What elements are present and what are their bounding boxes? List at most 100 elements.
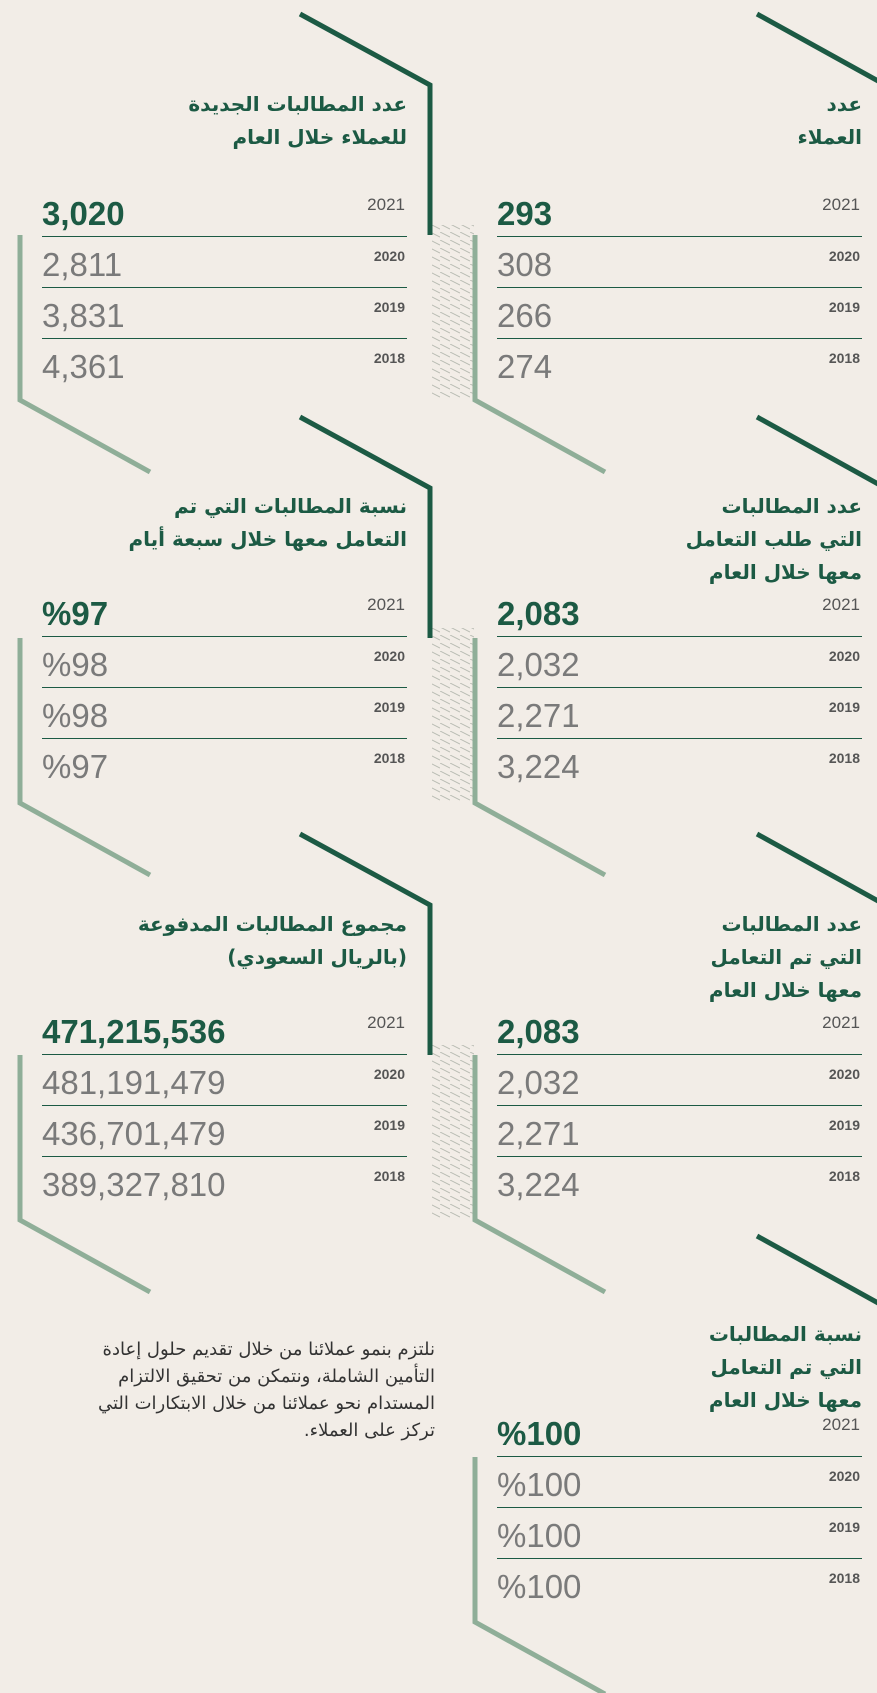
data-row: 2,083 2021 (497, 1003, 862, 1055)
data-row: 274 2018 (497, 338, 862, 389)
row-value: 293 (497, 195, 553, 232)
panel-title: عدد المطالبات التي طلب التعامل معها خلال ا… (497, 490, 862, 589)
data-row: %100 2019 (497, 1507, 862, 1559)
row-year: 2021 (367, 595, 405, 614)
row-year: 2020 (828, 1066, 860, 1082)
row-year: 2018 (373, 750, 405, 766)
title-line: مجموع المطالبات المدفوعة (137, 912, 407, 936)
row-value: %97 (42, 748, 109, 785)
light-line (472, 235, 607, 475)
row-year: 2020 (828, 248, 860, 264)
paragraph: نلتزم بنمو عملائنا من خلال تقديم حلول إع… (25, 1336, 435, 1444)
light-line (17, 235, 152, 475)
row-year: 2019 (828, 1519, 860, 1535)
dark-line (755, 11, 877, 84)
row-year: 2021 (822, 1013, 860, 1032)
row-value: 471,215,536 (42, 1013, 226, 1050)
data-row: 2,271 2019 (497, 1105, 862, 1157)
data-row: 4,361 2018 (42, 338, 407, 389)
row-value: 308 (497, 246, 553, 283)
dark-line (755, 414, 877, 487)
panel-title: نسبة المطالبات التي تم التعامل معها خلال … (42, 490, 407, 556)
row-year: 2020 (373, 248, 405, 264)
title-line: معها خلال العام (708, 978, 862, 1002)
paragraph-line: التأمين الشاملة، ونتمكن من تحقيق الالتزا… (118, 1366, 435, 1387)
row-year: 2020 (373, 648, 405, 664)
light-line (472, 1457, 607, 1693)
row-value: 2,271 (497, 1115, 580, 1152)
title-line: التي تم التعامل (710, 945, 862, 969)
data-row: 2,271 2019 (497, 687, 862, 739)
row-value: 2,083 (497, 1013, 580, 1050)
title-line: عدد المطالبات (721, 494, 863, 518)
row-value: %98 (42, 697, 109, 734)
title-line: عدد المطالبات الجديدة (188, 92, 407, 116)
paragraph-line: تركز على العملاء. (303, 1420, 435, 1441)
group-4-lines (472, 1233, 877, 1693)
title-line: التي تم التعامل (710, 1355, 862, 1379)
row-value: %100 (497, 1568, 582, 1605)
hatch (432, 1045, 474, 1220)
title-line: معها خلال العام (708, 1388, 862, 1412)
row-value: %100 (497, 1466, 582, 1503)
data-row: 3,224 2018 (497, 1156, 862, 1207)
dark-line (755, 1233, 877, 1306)
row-value: 3,224 (497, 1166, 580, 1203)
row-year: 2018 (828, 1570, 860, 1586)
dark-line (298, 831, 433, 1055)
row-value: 481,191,479 (42, 1064, 226, 1101)
title-line: عدد المطالبات (721, 912, 863, 936)
title-line: العملاء (797, 125, 862, 149)
hatch (432, 628, 474, 803)
row-value: 4,361 (42, 348, 125, 385)
row-year: 2019 (373, 1117, 405, 1133)
row-value: 436,701,479 (42, 1115, 226, 1152)
data-row: 266 2019 (497, 287, 862, 339)
title-line: نسبة المطالبات التي تم (173, 494, 407, 518)
row-year: 2019 (828, 699, 860, 715)
row-year: 2019 (373, 699, 405, 715)
row-year: 2019 (373, 299, 405, 315)
title-line: عدد (826, 92, 862, 116)
panel-title: مجموع المطالبات المدفوعة (بالريال السعودي… (42, 908, 407, 974)
dark-line (755, 831, 877, 904)
panel-title: عدد العملاء (497, 88, 862, 154)
data-row: 389,327,810 2018 (42, 1156, 407, 1207)
row-year: 2020 (828, 1468, 860, 1484)
row-value: 2,032 (497, 1064, 580, 1101)
row-year: 2018 (373, 1168, 405, 1184)
data-row: 2,083 2021 (497, 585, 862, 637)
data-row: %100 2020 (497, 1456, 862, 1508)
row-value: 266 (497, 297, 553, 334)
row-year: 2020 (828, 648, 860, 664)
panel-title: عدد المطالبات الجديدة للعملاء خلال العام (42, 88, 407, 154)
row-value: 2,811 (42, 246, 123, 283)
row-year: 2018 (828, 750, 860, 766)
group-3-lines (17, 831, 877, 1295)
paragraph-line: المستدام نحو عملائنا من خلال الابتكارات … (97, 1393, 435, 1414)
dark-line (298, 414, 433, 638)
row-value: 3,020 (42, 195, 125, 232)
light-line (17, 1055, 152, 1295)
group-2-lines (17, 414, 877, 878)
row-year: 2018 (828, 350, 860, 366)
row-year: 2021 (367, 195, 405, 214)
light-line (472, 1055, 607, 1295)
data-row: 2,811 2020 (42, 236, 407, 288)
row-value: %97 (42, 595, 109, 632)
hatch (432, 225, 474, 400)
data-row: %98 2020 (42, 636, 407, 688)
row-value: 3,831 (42, 297, 125, 334)
row-year: 2021 (367, 1013, 405, 1032)
data-row: %100 2018 (497, 1558, 862, 1609)
group-1-lines (17, 11, 877, 475)
paragraph-line: نلتزم بنمو عملائنا من خلال تقديم حلول إع… (102, 1339, 435, 1360)
data-row: 2,032 2020 (497, 636, 862, 688)
title-line: التي طلب التعامل (685, 527, 862, 551)
title-line: التعامل معها خلال سبعة أيام (128, 527, 407, 551)
row-value: 274 (497, 348, 553, 385)
light-line (17, 638, 152, 878)
row-year: 2018 (373, 350, 405, 366)
